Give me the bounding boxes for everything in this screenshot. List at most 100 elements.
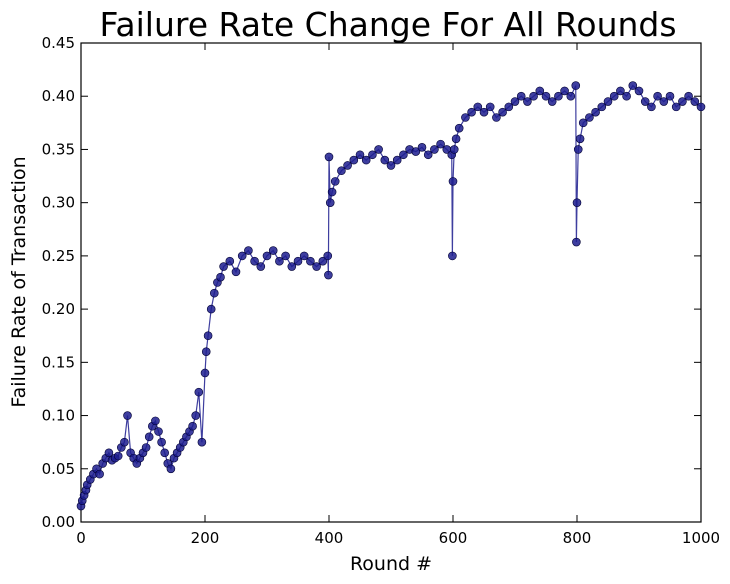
data-point [535, 86, 545, 96]
data-point [449, 145, 459, 154]
data-point [157, 437, 166, 447]
x-tick-label: 200 [191, 529, 220, 547]
data-point [516, 91, 526, 101]
data-point [392, 155, 402, 165]
data-point [201, 347, 211, 356]
data-point [451, 134, 461, 144]
data-point [454, 123, 464, 133]
data-point [585, 113, 594, 122]
data-point [324, 270, 333, 280]
data-point [262, 251, 272, 261]
data-point [368, 150, 377, 160]
data-point [523, 97, 532, 106]
data-point [684, 91, 693, 101]
data-point [349, 155, 359, 165]
data-point [256, 262, 266, 271]
data-point [541, 91, 551, 101]
data-point [299, 251, 309, 261]
y-axis-label: Failure Rate of Transaction [8, 156, 30, 407]
data-points [76, 81, 706, 511]
data-point [560, 86, 569, 96]
data-point [498, 107, 507, 117]
data-point [225, 256, 235, 266]
data-point [380, 155, 390, 165]
data-point [151, 416, 160, 426]
data-point [337, 166, 346, 176]
data-point [141, 443, 151, 452]
y-tick-label: 0.35 [42, 140, 75, 158]
data-point [206, 304, 216, 314]
data-point [566, 91, 576, 101]
data-point [547, 97, 557, 106]
data-point [200, 368, 210, 378]
data-point [665, 91, 675, 101]
data-point [436, 139, 445, 149]
data-point [504, 102, 514, 112]
data-point [123, 411, 132, 420]
data-point [671, 102, 681, 112]
y-tick-label: 0.20 [42, 300, 75, 318]
data-point [323, 251, 333, 261]
data-point [417, 143, 427, 152]
data-point [647, 102, 656, 112]
data-point [572, 198, 582, 207]
data-point [293, 256, 303, 266]
data-point [194, 387, 204, 397]
data-point [268, 246, 278, 255]
data-point [325, 198, 335, 207]
data-point [237, 251, 247, 261]
x-tick-label: 1000 [682, 529, 720, 547]
data-point [355, 150, 365, 160]
data-point [628, 81, 638, 90]
series-line [80, 84, 702, 507]
data-point [622, 91, 631, 101]
data-point [461, 113, 470, 122]
data-point [287, 262, 297, 271]
data-point [448, 251, 457, 261]
data-point [571, 81, 581, 90]
x-tick-label: 800 [563, 529, 592, 547]
x-axis: 0 200 400 600 800 1000 [76, 43, 720, 547]
chart-title: Failure Rate Change For All Rounds [99, 5, 676, 44]
data-point [678, 97, 687, 106]
y-tick-label: 0.40 [42, 87, 75, 105]
data-point [154, 427, 163, 436]
data-point [203, 331, 213, 341]
data-point [210, 288, 219, 298]
data-point [411, 147, 421, 156]
data-point [573, 145, 583, 154]
data-point [591, 107, 600, 117]
data-point [197, 437, 207, 447]
data-point [216, 272, 225, 282]
data-point [609, 91, 619, 101]
data-point [430, 145, 439, 154]
data-point [529, 91, 538, 101]
data-point [231, 267, 241, 277]
y-tick-label: 0.05 [42, 460, 75, 478]
data-point [113, 451, 123, 461]
data-point [640, 97, 650, 106]
data-point [386, 161, 396, 170]
data-point [473, 102, 483, 112]
data-point [250, 256, 259, 266]
y-axis: 0.00 0.05 0.10 0.15 0.20 0.25 0.30 0.35 0.40 0.45 [42, 34, 701, 531]
data-point [144, 432, 154, 442]
data-point [492, 113, 501, 122]
data-point [343, 161, 352, 170]
data-point [554, 91, 563, 101]
data-point [575, 134, 585, 144]
data-point [485, 102, 495, 112]
x-tick-label: 600 [439, 529, 468, 547]
data-point [690, 97, 700, 106]
data-point [275, 256, 284, 266]
y-tick-label: 0.30 [42, 194, 75, 212]
x-axis-label: Round # [350, 553, 432, 575]
data-point [361, 155, 371, 165]
x-tick-label: 0 [76, 529, 86, 547]
data-point [312, 262, 321, 271]
data-point [330, 177, 340, 186]
data-point [423, 150, 433, 160]
data-point [219, 262, 228, 271]
data-point [306, 256, 315, 266]
